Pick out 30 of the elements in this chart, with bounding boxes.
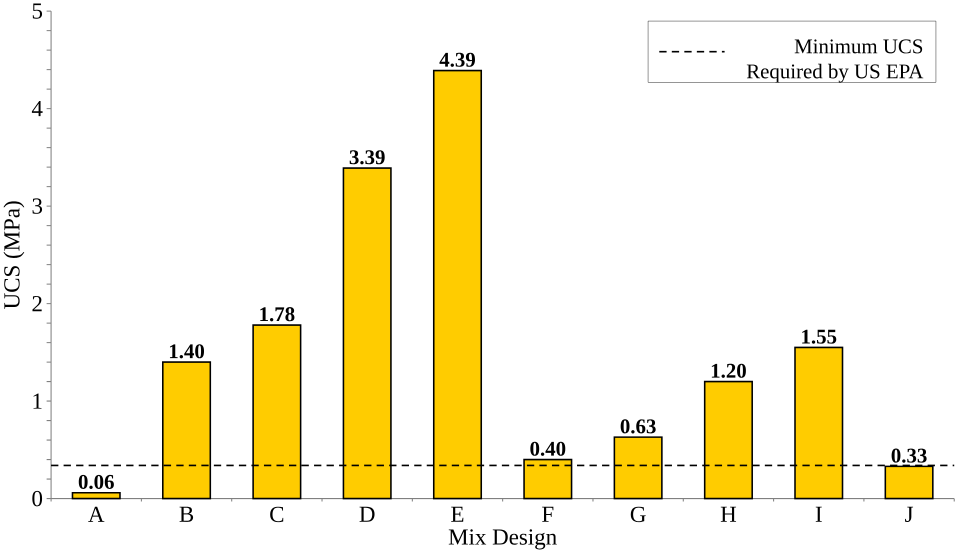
data-label: 1.78: [260, 307, 294, 322]
x-tick-label: E: [451, 506, 464, 522]
y-tick-label: 2: [32, 296, 42, 312]
data-label: 4.39: [440, 52, 475, 67]
data-label: 1.20: [712, 364, 746, 378]
y-tick-label: 4: [32, 101, 43, 116]
bar: [72, 492, 121, 500]
x-tick-label: G: [630, 506, 646, 522]
data-label: 3.39: [350, 150, 385, 164]
y-tick-label: 5: [32, 4, 42, 19]
data-label: 0.33: [892, 448, 927, 463]
x-tick-label: J: [905, 506, 914, 522]
x-tick-label: D: [360, 506, 375, 522]
y-tick-label: 0: [32, 490, 42, 506]
data-label: 1.55: [802, 330, 836, 344]
data-label: 1.40: [170, 344, 204, 358]
x-tick-label: C: [270, 506, 284, 522]
x-tick-label: H: [720, 506, 736, 522]
x-tick-label: A: [88, 506, 104, 522]
x-axis-title: Mix Design: [448, 529, 557, 550]
x-tick-label: I: [816, 506, 822, 522]
y-tick-label: 3: [32, 198, 42, 214]
data-label: 0.40: [530, 442, 566, 456]
data-label: 0.63: [620, 419, 656, 434]
y-axis-title: UCS (MPa): [3, 201, 24, 309]
y-tick-label: 1: [33, 394, 42, 409]
data-label: 0.06: [78, 474, 114, 490]
x-tick-label: B: [180, 506, 194, 522]
ref-line-label: Minimum UCS Required by US EPA: [746, 39, 924, 83]
x-tick-label: F: [542, 506, 554, 522]
